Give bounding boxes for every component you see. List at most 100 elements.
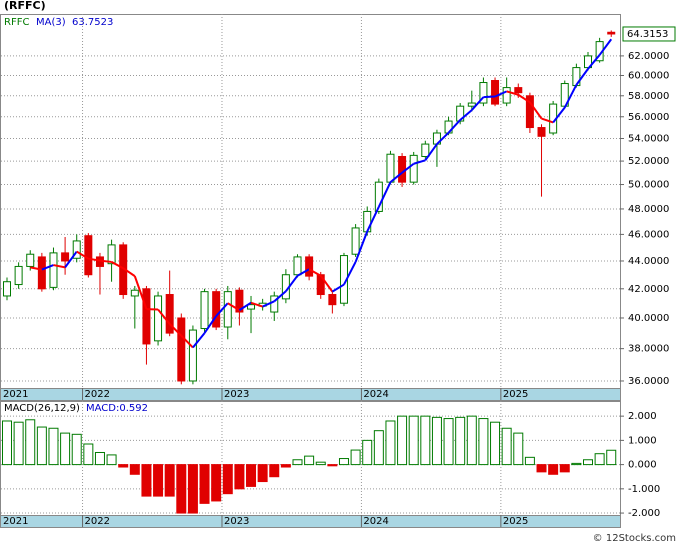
x-tick-label: 2022 [85,516,110,527]
ma-segment [483,95,496,99]
y-tick-label: 44.0000 [628,256,669,267]
candle-body [130,289,139,297]
candle-body [223,291,232,328]
macd-bar [257,464,268,483]
macd-bar [106,454,117,466]
macd-bar [153,464,164,497]
ma-segment [377,181,392,208]
ma-segment [41,264,54,271]
x-tick-label: 2025 [503,516,528,527]
candle-body [212,291,221,328]
candle-body [84,235,93,276]
y-tick-label: 38.0000 [628,344,669,355]
macd-bar [397,415,408,466]
x-tick-label: 2024 [363,516,388,527]
ma-segment [99,259,112,263]
candle-body [293,256,302,276]
macd-bar [536,464,547,473]
ma-segment [122,267,136,277]
ma-segment [529,101,543,120]
x-tick-label: 2021 [3,516,28,527]
candle-body [351,227,360,255]
macd-bar [83,443,94,466]
macd-bar [455,416,466,466]
macd-bar [501,427,512,466]
candle-body [491,80,500,105]
candle-body [26,253,35,267]
macd-bar [141,464,152,497]
ma-segment [297,268,310,277]
candle-body [235,289,244,313]
macd-bar [559,464,570,473]
ma-segment [192,332,206,349]
macd-bar [385,420,396,466]
candle-body [3,281,11,297]
macd-bar [246,464,257,487]
macd-bar [420,415,431,466]
y-tick-label: 62.0000 [628,51,669,62]
x-tick-label: 2022 [85,389,110,400]
macd-bar [187,464,198,514]
ma-segment [227,302,240,311]
macd-bar [466,415,477,466]
candle-body [49,252,58,288]
macd-bar [94,451,105,466]
ma-segment [552,106,566,124]
year-bar [0,388,621,401]
ma-segment [133,275,148,310]
macd-bar [222,464,233,495]
ma-segment [401,162,415,174]
y-tick-label: 52.0000 [628,156,669,167]
macd-bar [234,464,245,490]
macd-bar [490,421,501,466]
ma-segment [424,143,438,161]
candle-body [328,294,337,306]
chart-title: (RFFC) [4,0,46,12]
macd-bar [431,416,442,466]
candle-body [154,295,163,342]
y-tick-label: 1.000 [628,435,657,446]
candle-body [525,95,534,129]
x-tick-label: 2024 [363,389,388,400]
ma-segment [76,250,89,260]
price-panel [0,14,621,389]
ma-segment [354,231,369,263]
macd-bar [606,449,617,466]
macd-bar [292,459,303,466]
macd-bar [548,464,559,475]
candle-body [502,87,511,104]
macd-bar [129,464,140,475]
year-bar [0,515,621,528]
ma-segment [587,54,601,70]
candle-body [72,240,81,259]
candle-body [142,288,151,345]
candle-body [421,143,430,158]
ma-segment [471,96,485,111]
macd-bar [304,455,315,466]
macd-bar [583,459,593,466]
ma-segment [262,300,275,308]
candle-body [37,256,46,290]
macd-bar [13,421,24,466]
y-tick-label: 36.0000 [628,376,669,387]
price-tag [622,26,676,42]
macd-bar [164,464,175,497]
footer: © 12Stocks.com [593,533,676,544]
candle-body [305,256,314,277]
ma-segment [598,38,613,56]
candle-body [386,153,395,183]
candle-body [188,329,197,382]
macd-bar [362,439,373,466]
y-tick-label: 42.0000 [628,284,669,295]
y-tick-label: 60.0000 [628,71,669,82]
ma-segment [88,257,101,262]
ma-segment [168,323,183,337]
ma-segment [575,68,589,86]
ma-segment [366,206,380,232]
y-tick-label: 48.0000 [628,204,669,215]
ma-segment [436,131,450,145]
price-tag-label: 64.3153 [627,29,668,40]
candle-body [409,154,418,183]
macd-bar [350,449,361,466]
